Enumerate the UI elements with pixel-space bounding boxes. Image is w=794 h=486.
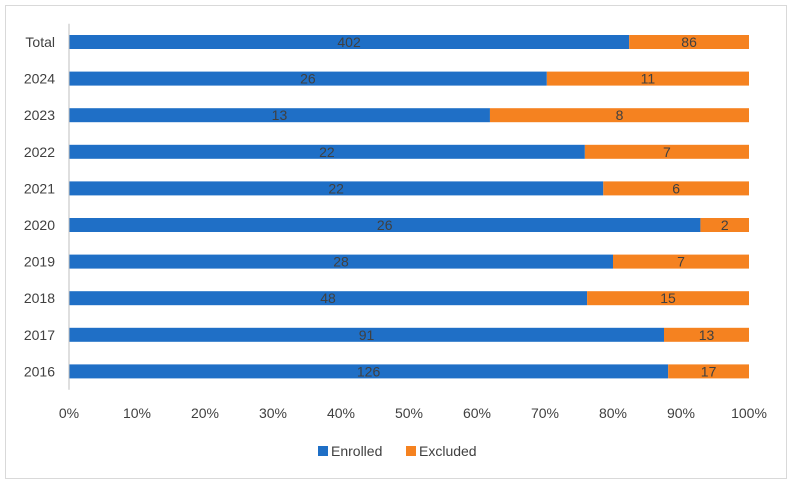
bar-enrolled-2020 [69,218,701,232]
x-tick-label: 60% [463,405,491,421]
data-label-enrolled-2021: 22 [328,180,344,196]
data-label-enrolled-2016: 126 [357,363,381,379]
bar-enrolled-2021 [69,181,604,196]
category-label-2020: 2020 [24,217,55,233]
data-label-enrolled-2018: 48 [320,290,336,306]
bar-enrolled-2022 [69,144,585,159]
data-label-enrolled-2019: 28 [333,254,349,270]
x-tick-label: 40% [327,405,355,421]
legend-label-excluded: Excluded [419,443,477,459]
x-tick-label: 20% [191,405,219,421]
bar-excluded-2016 [668,364,749,379]
data-label-excluded-2023: 8 [616,107,624,123]
data-label-excluded-2016: 17 [701,363,717,379]
bar-excluded-2017 [664,327,749,342]
x-tick-label: 90% [667,405,695,421]
bar-excluded-2024 [546,71,749,86]
bar-enrolled-2018 [69,291,588,306]
data-label-enrolled-2022: 22 [319,144,335,160]
bar-excluded-2023 [489,108,749,123]
category-label-2018: 2018 [24,290,55,306]
x-tick-label: 50% [395,405,423,421]
legend: Enrolled Excluded [318,443,477,459]
bar-excluded-2022 [584,144,749,159]
category-label-2024: 2024 [24,71,55,87]
bar-excluded-2019 [613,254,749,269]
y-axis-labels: 2016 2017 2018 2019 2020 2021 2022 2023 2024 Tota… [24,34,55,379]
x-axis: 0% 10% 20% 30% 40% 50% 60% 70% 80% 90% 100% [59,23,767,421]
x-tick-label: 80% [599,405,627,421]
data-label-enrolled-2017: 91 [359,327,375,343]
category-label-2023: 2023 [24,107,55,123]
data-label-enrolled-2020: 26 [377,217,393,233]
bars-group [69,35,749,379]
data-label-excluded-2018: 15 [660,290,676,306]
x-tick-label: 30% [259,405,287,421]
data-label-excluded-2019: 7 [677,254,685,270]
bar-enrolled-2024 [69,71,547,86]
bar-enrolled-2023 [69,108,490,123]
x-tick-label: 0% [59,405,79,421]
data-label-excluded-2021: 6 [672,180,680,196]
bar-enrolled-Total [69,35,630,49]
data-label-enrolled-Total: 402 [337,34,361,50]
data-label-enrolled-2023: 13 [272,107,288,123]
legend-label-enrolled: Enrolled [331,443,382,459]
bar-enrolled-2017 [69,327,664,342]
data-label-excluded-2024: 11 [641,71,656,87]
category-label-2016: 2016 [24,363,55,379]
x-tick-label: 70% [531,405,559,421]
category-label-2022: 2022 [24,144,55,160]
data-label-excluded-2022: 7 [663,144,671,160]
data-label-excluded-2020: 2 [721,217,729,233]
category-label-2017: 2017 [24,327,55,343]
bar-excluded-2018 [587,291,749,306]
category-label-Total: Total [25,34,55,50]
x-tick-label: 100% [731,405,767,421]
bar-enrolled-2019 [69,254,613,269]
data-label-excluded-Total: 86 [681,34,697,50]
bar-enrolled-2016 [69,364,669,379]
data-label-excluded-2017: 13 [699,327,715,343]
bar-excluded-Total [629,35,749,49]
bar-excluded-2020 [700,218,749,232]
category-label-2021: 2021 [24,180,55,196]
legend-swatch-excluded [406,446,416,456]
legend-swatch-enrolled [318,446,328,456]
data-label-enrolled-2024: 26 [300,71,316,87]
category-label-2019: 2019 [24,254,55,270]
bar-excluded-2021 [603,181,749,196]
x-tick-label: 10% [123,405,151,421]
